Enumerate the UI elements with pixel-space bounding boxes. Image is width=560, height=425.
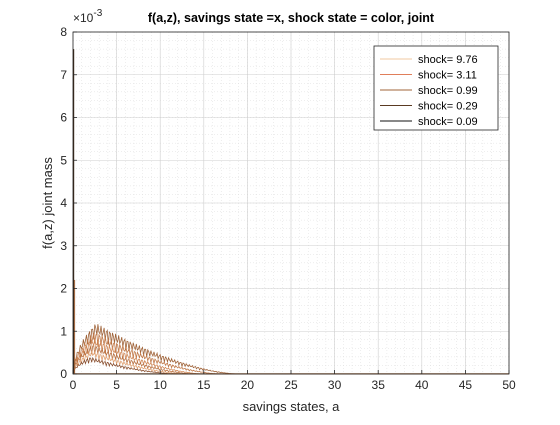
- x-axis-label: savings states, a: [243, 399, 341, 414]
- legend-entry: shock= 0.99: [418, 85, 478, 97]
- chart-title: f(a,z), savings state =x, shock state = …: [148, 11, 435, 25]
- x-tick-label: 50: [502, 378, 516, 392]
- x-tick-label: 35: [372, 378, 386, 392]
- y-tick-label: 3: [60, 239, 67, 253]
- x-tick-label: 30: [328, 378, 342, 392]
- y-tick-label: 1: [60, 324, 67, 338]
- legend-entry: shock= 3.11: [418, 70, 477, 82]
- y-tick-label: 5: [60, 153, 67, 167]
- x-tick-label: 25: [284, 378, 298, 392]
- x-tick-label: 45: [459, 378, 473, 392]
- x-tick-label: 0: [70, 378, 77, 392]
- legend-box: [373, 45, 499, 131]
- x-tick-label: 15: [197, 378, 211, 392]
- y-tick-label: 8: [60, 25, 67, 39]
- y-tick-label: 7: [60, 68, 67, 82]
- y-exponent-label: ×10-3: [73, 8, 103, 25]
- y-tick-label: 0: [60, 367, 67, 381]
- y-tick-label: 2: [60, 282, 67, 296]
- legend-entry: shock= 0.29: [418, 101, 478, 113]
- x-tick-label: 10: [154, 378, 168, 392]
- y-tick-label: 6: [60, 111, 67, 125]
- legend: shock= 9.76 shock= 3.11 shock= 0.99 shock= …: [373, 45, 499, 131]
- y-axis-label: f(a,z) joint mass: [40, 157, 55, 249]
- legend-entry: shock= 0.09: [418, 116, 478, 128]
- x-tick-label: 20: [241, 378, 255, 392]
- legend-entry: shock= 9.76: [418, 54, 478, 66]
- x-tick-label: 40: [415, 378, 429, 392]
- y-tick-label: 4: [60, 196, 67, 210]
- x-tick-label: 5: [113, 378, 120, 392]
